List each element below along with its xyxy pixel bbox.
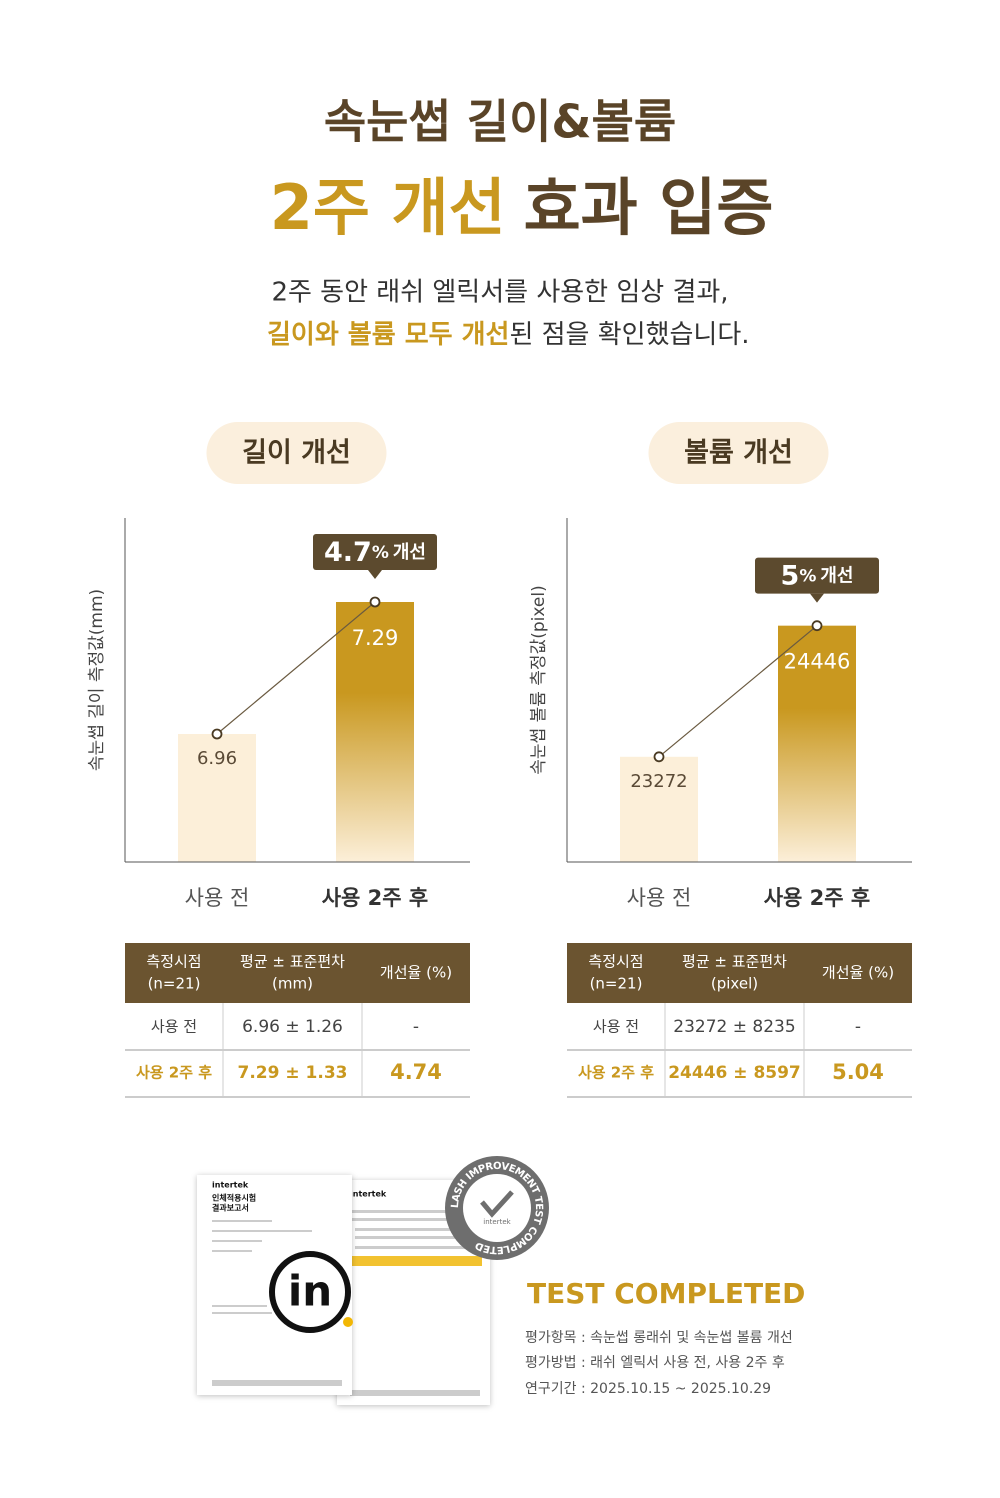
table-cell: 사용 전	[593, 1018, 639, 1036]
badge-unit: %	[799, 567, 816, 587]
point	[653, 751, 665, 763]
header-cell: (mm)	[272, 975, 313, 993]
header-cell: 개선율 (%)	[380, 964, 452, 982]
y-axis-label: 속눈썹 볼륨 측정값(pixel)	[529, 585, 549, 774]
pill	[206, 422, 387, 484]
description-highlight: 길이와 볼륨 모두 개선	[267, 320, 509, 350]
table-cell: -	[855, 1017, 861, 1037]
badge-label: 개선	[393, 542, 426, 563]
doc-title: 결과보고서	[212, 1203, 249, 1213]
footer-line: 연구기간 : 2025.10.15 ~ 2025.10.29	[525, 1381, 771, 1397]
x-tick-label: 사용 전	[627, 886, 692, 910]
table-cell: 23272 ± 8235	[673, 1017, 795, 1037]
badge	[755, 557, 879, 594]
header-cell: 측정시점	[146, 953, 201, 971]
bar	[178, 734, 256, 862]
description: 2주 동안 래쉬 엘릭서를 사용한 임상 결과,	[271, 278, 728, 308]
header-cell: (pixel)	[711, 975, 758, 993]
table-cell: -	[413, 1017, 419, 1037]
table-cell: 24446 ± 8597	[668, 1063, 801, 1083]
table-cell: 사용 2주 후	[136, 1064, 212, 1082]
value-label: 24446	[784, 650, 851, 674]
badge-text: 4.7% 개선	[324, 537, 426, 568]
value-label: 6.96	[197, 748, 237, 769]
bar	[620, 756, 698, 862]
chart-title: 볼륨 개선	[684, 438, 793, 469]
title-line2: 2주 개선 효과 입증	[162, 171, 838, 244]
title-rest: 효과 입증	[524, 171, 774, 244]
table-cell: 사용 전	[151, 1018, 197, 1036]
badge-pointer	[810, 593, 824, 603]
footer-line: 평가방법 : 래쉬 엘릭서 사용 전, 사용 2주 후	[525, 1355, 785, 1371]
value-label: 23272	[630, 771, 687, 792]
badge-pointer	[368, 570, 382, 579]
pill	[648, 422, 829, 484]
description-rest: 된 점을 확인했습니다.	[509, 320, 749, 350]
x-tick-label: 사용 2주 후	[322, 886, 429, 910]
brand: intertek	[350, 1190, 387, 1199]
footer-title: TEST COMPLETED	[527, 1277, 805, 1310]
title-line1: 속눈썹 길이&볼륨	[324, 95, 676, 149]
badge	[313, 534, 437, 570]
trend-line	[216, 601, 376, 735]
report-lines	[350, 1210, 480, 1396]
table-cell: 사용 2주 후	[578, 1064, 654, 1082]
logo-dot	[343, 1317, 353, 1327]
header-cell: 평균 ± 표준편차	[682, 953, 787, 971]
badge-value: 4.7	[324, 537, 372, 568]
header-cell: 측정시점	[588, 953, 643, 971]
header-cell: 평균 ± 표준편차	[240, 953, 345, 971]
point	[369, 596, 381, 608]
x-tick-label: 사용 전	[185, 886, 250, 910]
table-header	[567, 943, 912, 1003]
brand: intertek	[212, 1181, 249, 1190]
point	[211, 728, 223, 740]
bar	[336, 602, 414, 862]
badge-label: 개선	[820, 566, 853, 587]
value-label: 7.29	[352, 626, 399, 650]
y-axis-label: 속눈썹 길이 측정값(mm)	[87, 589, 107, 771]
badge-text: 5% 개선	[781, 560, 854, 591]
doc-title: 인체적용시험	[212, 1193, 256, 1203]
cover-lines	[212, 1220, 342, 1386]
x-tick-label: 사용 2주 후	[764, 886, 871, 910]
header-cell: 개선율 (%)	[822, 964, 894, 982]
badge-unit: %	[372, 543, 389, 563]
seal-brand: intertek	[483, 1218, 511, 1226]
header-cell: (n=21)	[590, 975, 643, 993]
logo-ring	[269, 1251, 351, 1333]
trend-line	[658, 625, 818, 758]
highlight-box	[350, 1256, 482, 1266]
chart-title: 길이 개선	[242, 438, 351, 469]
table-cell: 4.74	[390, 1060, 442, 1084]
point	[811, 620, 823, 632]
footer-line: 평가항목 : 속눈썹 롱래쉬 및 속눈썹 볼륨 개선	[525, 1330, 793, 1346]
certificate: intertek intertek 인체적용시험 결과보고서 in LASH I…	[197, 1156, 549, 1405]
seal-check	[480, 1190, 514, 1218]
table-cell: 6.96 ± 1.26	[242, 1017, 343, 1037]
bar	[778, 625, 856, 862]
header-cell: (n=21)	[148, 975, 201, 993]
title-highlight: 2주 개선	[270, 171, 506, 244]
table-cell: 5.04	[832, 1060, 884, 1084]
logo-text: in	[288, 1267, 332, 1316]
table-header	[125, 943, 470, 1003]
description: 길이와 볼륨 모두 개선된 점을 확인했습니다.	[226, 320, 775, 350]
badge-value: 5	[781, 560, 800, 591]
table-cell: 7.29 ± 1.33	[238, 1063, 348, 1083]
